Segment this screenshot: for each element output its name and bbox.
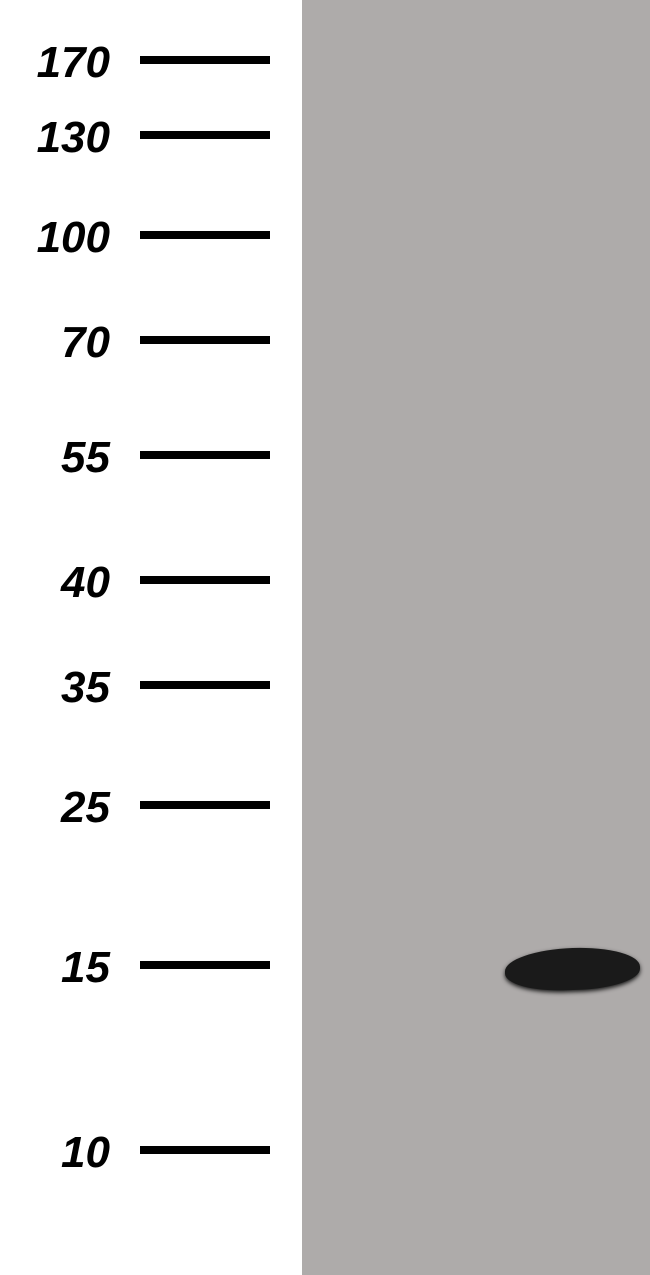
blot-membrane [302,0,650,1275]
marker-label: 35 [10,663,110,713]
western-blot-container: 170 130 100 70 55 40 35 25 15 10 [0,0,650,1275]
marker-label: 25 [10,783,110,833]
marker-tick [140,131,270,139]
marker-tick [140,336,270,344]
marker-label: 10 [10,1128,110,1178]
marker-label: 130 [10,113,110,163]
marker-tick [140,451,270,459]
marker-label: 170 [10,38,110,88]
marker-label: 55 [10,433,110,483]
marker-label: 70 [10,318,110,368]
marker-tick [140,56,270,64]
marker-tick [140,801,270,809]
marker-label: 100 [10,213,110,263]
marker-tick [140,1146,270,1154]
marker-label: 40 [10,558,110,608]
marker-tick [140,961,270,969]
marker-tick [140,576,270,584]
marker-tick [140,231,270,239]
marker-label: 15 [10,943,110,993]
marker-tick [140,681,270,689]
